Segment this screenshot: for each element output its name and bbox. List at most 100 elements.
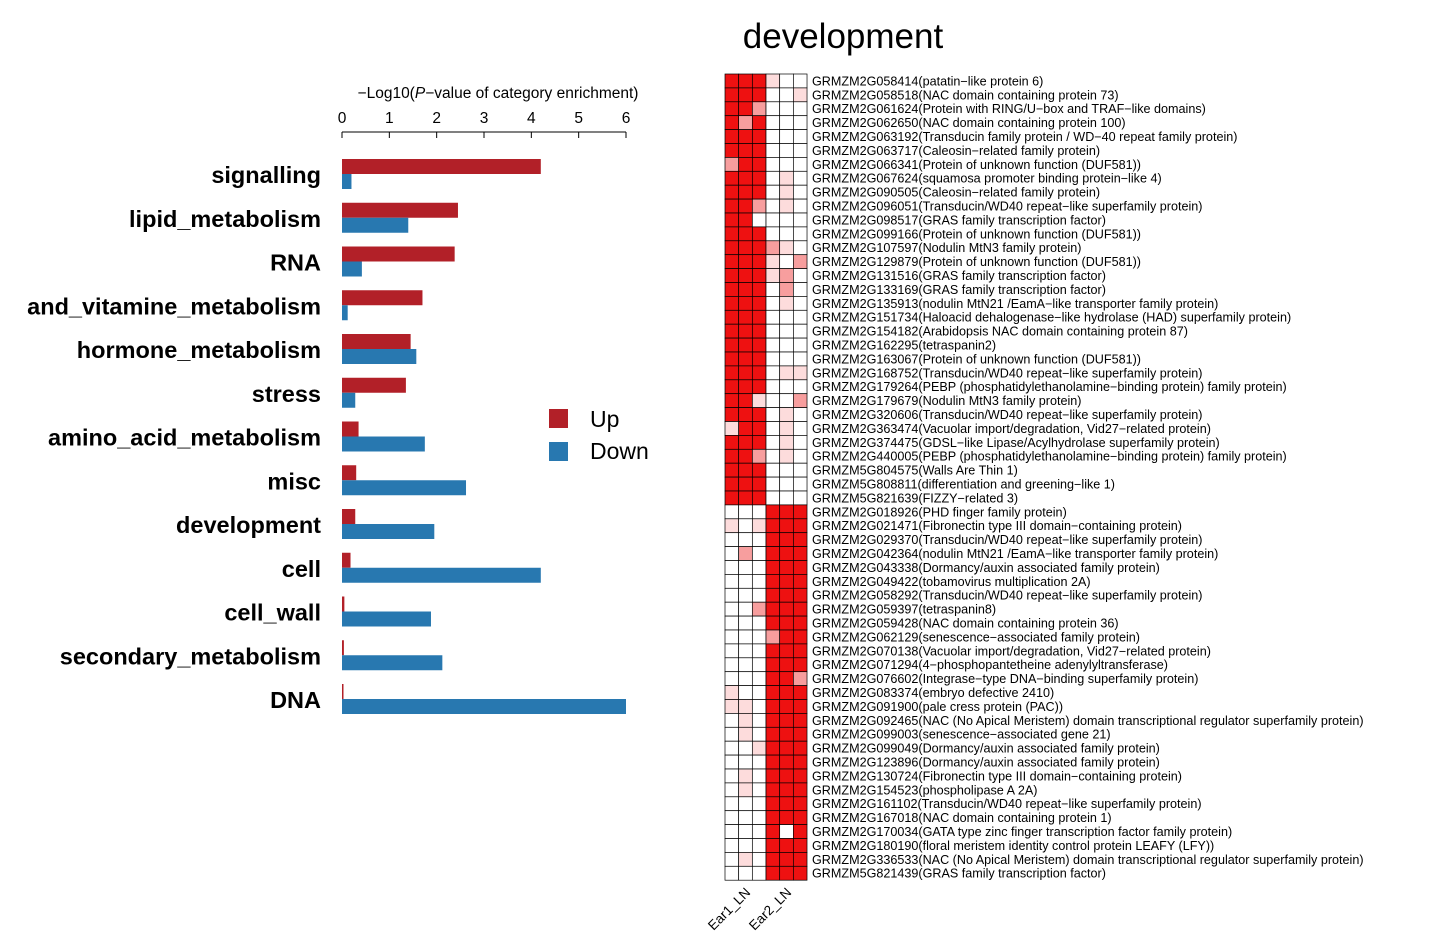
heatmap-cell xyxy=(792,365,808,381)
heatmap-cell xyxy=(724,601,740,617)
legend-label-up: Up xyxy=(590,406,619,432)
heatmap-cell xyxy=(738,685,753,700)
heatmap-cell xyxy=(751,518,767,534)
heatmap-row-label: GRMZM2G049422(tobamovirus multiplication… xyxy=(812,575,1091,589)
heatmap-cell xyxy=(724,101,740,117)
heatmap-cell xyxy=(779,838,794,853)
heatmap-cell xyxy=(724,351,740,367)
heatmap-cell xyxy=(765,129,781,144)
bar-tick-label: 5 xyxy=(574,110,583,127)
heatmap-cell xyxy=(792,323,808,339)
bar-up-development xyxy=(342,509,356,524)
bar-up-signalling xyxy=(342,159,541,174)
heatmap-cell xyxy=(738,740,753,756)
heatmap-cell xyxy=(751,838,767,853)
heatmap-cell xyxy=(751,184,767,200)
heatmap-cell xyxy=(751,296,767,311)
heatmap-row-label: GRMZM2G042364(nodulin MtN21 /EamA−like t… xyxy=(812,547,1218,561)
heatmap-row-label: GRMZM2G440005(PEBP (phosphatidylethanola… xyxy=(812,450,1287,464)
heatmap-cell xyxy=(779,754,794,770)
heatmap-cell xyxy=(738,504,753,520)
heatmap-cell xyxy=(738,713,753,728)
heatmap-cell xyxy=(751,170,767,186)
heatmap-cell xyxy=(765,824,781,839)
heatmap-row-labels: GRMZM2G058414(patatin−like protein 6)GRM… xyxy=(812,74,1364,880)
bar-tick-label: 3 xyxy=(480,110,489,127)
heatmap-cell xyxy=(724,643,740,659)
heatmap-cell xyxy=(765,462,781,478)
heatmap-cell xyxy=(724,157,740,172)
heatmap-cell xyxy=(765,740,781,756)
heatmap-cell xyxy=(765,268,781,283)
heatmap-cell xyxy=(779,323,794,339)
heatmap-cell xyxy=(765,852,781,867)
heatmap-cell xyxy=(751,365,767,381)
heatmap-cell xyxy=(779,615,794,631)
heatmap-cell xyxy=(724,421,740,436)
heatmap-cell xyxy=(765,615,781,631)
heatmap-cell xyxy=(792,852,808,867)
bar-category-rna: RNA xyxy=(270,250,321,276)
bar-down-dna xyxy=(342,699,626,714)
heatmap-cell xyxy=(751,462,767,478)
heatmap-cell xyxy=(792,796,808,812)
heatmap-cell xyxy=(738,407,753,422)
heatmap-cell xyxy=(765,657,781,673)
heatmap-cell xyxy=(792,574,808,589)
heatmap-cell xyxy=(779,73,794,89)
heatmap-cell xyxy=(724,198,740,214)
heatmap-cell xyxy=(738,671,753,686)
heatmap-cell xyxy=(751,143,767,158)
heatmap-cell xyxy=(765,115,781,130)
bar-down-stress xyxy=(342,392,356,408)
heatmap-cell xyxy=(779,601,794,617)
heatmap-cell xyxy=(779,268,794,283)
heatmap-cell xyxy=(765,699,781,714)
heatmap-cell xyxy=(751,560,767,575)
bar-down-misc xyxy=(342,480,467,496)
heatmap-cell xyxy=(751,824,767,839)
heatmap-cell xyxy=(792,254,808,269)
axis-title-suffix: −value of category enrichment) xyxy=(425,85,638,102)
bar-up-lipid-metabolism xyxy=(342,202,458,218)
heatmap-cell xyxy=(738,296,753,311)
heatmap-cell xyxy=(779,796,794,812)
heatmap-cell xyxy=(738,254,753,269)
heatmap-cell xyxy=(779,504,794,520)
heatmap-cell xyxy=(751,129,767,144)
heatmap-cell xyxy=(792,768,808,784)
heatmap-row-label: GRMZM2G018926(PHD finger family protein) xyxy=(812,505,1067,519)
heatmap-row-label: GRMZM2G058518(NAC domain containing prot… xyxy=(812,88,1119,102)
heatmap-cell xyxy=(751,337,767,353)
heatmap-cell xyxy=(779,226,794,242)
heatmap-cell xyxy=(751,532,767,547)
heatmap-cell xyxy=(779,337,794,353)
heatmap-cell xyxy=(765,143,781,158)
bar-up-rna xyxy=(342,246,455,262)
bar-category-dna: DNA xyxy=(270,687,321,713)
heatmap-row-label: GRMZM2G067624(squamosa promoter binding … xyxy=(812,172,1162,186)
heatmap-cell xyxy=(765,435,781,450)
heatmap-cell xyxy=(765,685,781,700)
heatmap-cell xyxy=(751,87,767,103)
legend-swatch-down xyxy=(549,442,568,461)
heatmap-cell xyxy=(792,282,808,297)
heatmap-cell xyxy=(738,240,753,256)
heatmap-row-label: GRMZM5G804575(Walls Are Thin 1) xyxy=(812,464,1018,478)
heatmap-cell xyxy=(724,115,740,130)
heatmap-cell xyxy=(779,282,794,297)
heatmap-cell xyxy=(765,184,781,200)
heatmap-cell xyxy=(724,615,740,631)
heatmap-cell xyxy=(738,115,753,130)
heatmap-cell xyxy=(779,685,794,700)
bar-down-hormone-metabolism xyxy=(342,349,417,364)
heatmap-cell xyxy=(724,393,740,408)
heatmap-cell xyxy=(792,532,808,547)
heatmap-cell xyxy=(724,518,740,534)
heatmap-cell xyxy=(724,73,740,89)
heatmap-cell xyxy=(779,518,794,534)
heatmap-cell xyxy=(792,73,808,89)
heatmap-cell xyxy=(738,435,753,450)
heatmap-row-label: GRMZM5G821639(FIZZY−related 3) xyxy=(812,491,1018,505)
